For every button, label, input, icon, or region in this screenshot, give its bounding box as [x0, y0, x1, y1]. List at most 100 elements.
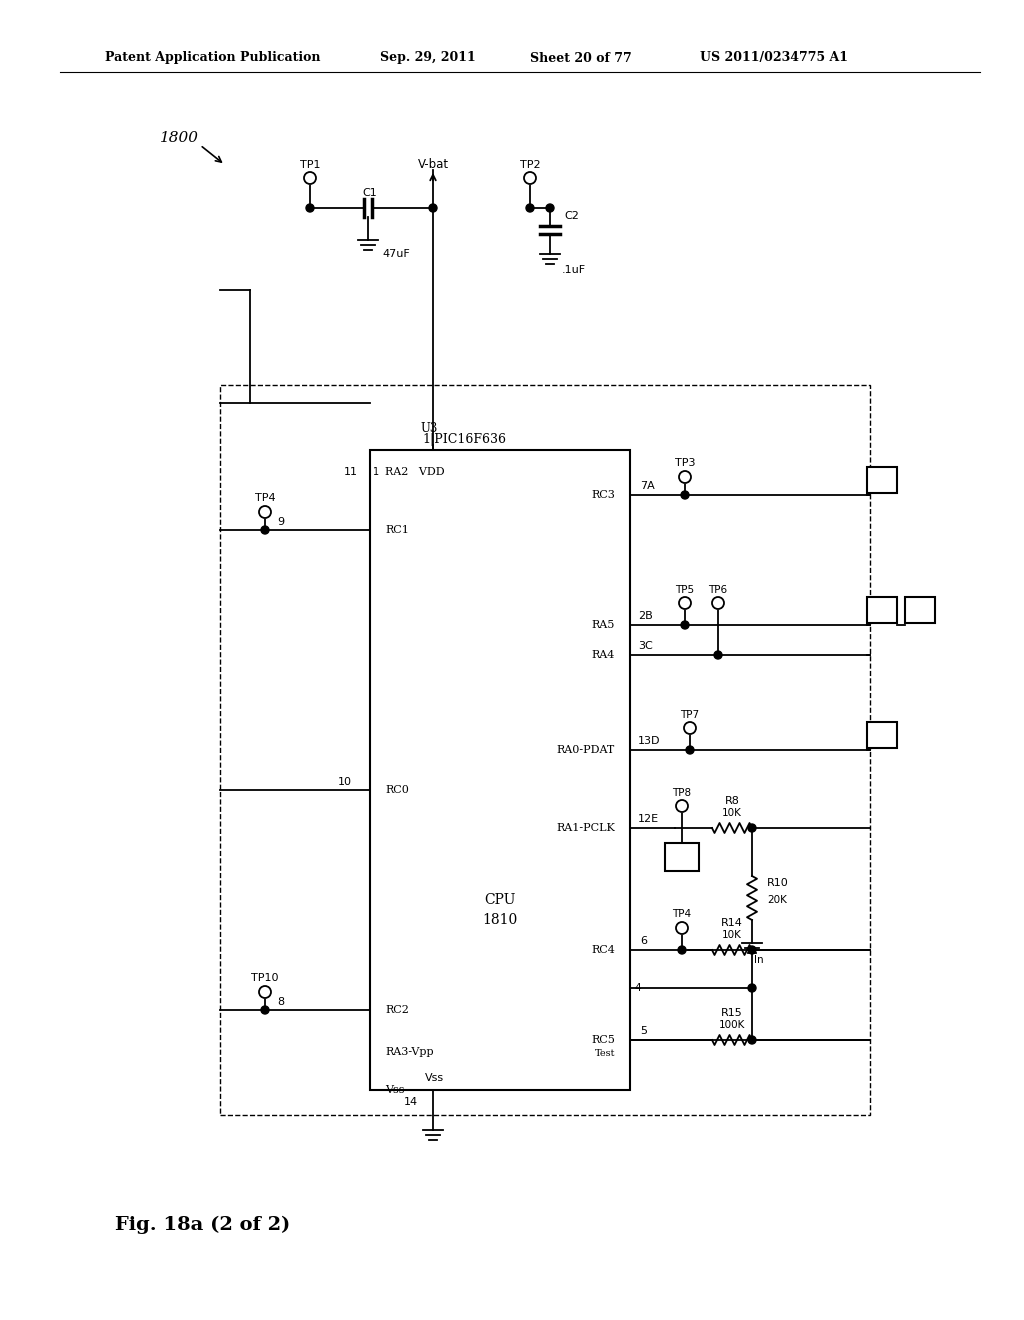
Bar [867, 722, 897, 748]
Text: TP10: TP10 [251, 973, 279, 983]
Text: V-bat: V-bat [418, 158, 449, 172]
Text: 7A: 7A [640, 480, 654, 491]
Text: TP8: TP8 [673, 788, 691, 799]
Text: R8: R8 [725, 796, 739, 807]
Text: RC1: RC1 [385, 525, 409, 535]
Bar [220, 385, 870, 1115]
Circle shape [259, 506, 271, 517]
Bar [867, 467, 897, 492]
Text: TP1: TP1 [300, 160, 321, 170]
Text: TP7: TP7 [680, 710, 699, 719]
Circle shape [681, 620, 689, 630]
Text: Sep. 29, 2011: Sep. 29, 2011 [380, 51, 476, 65]
Text: RA4: RA4 [592, 649, 615, 660]
Text: R10: R10 [767, 878, 788, 888]
Text: C2: C2 [564, 211, 579, 220]
Text: Fig. 18a (2 of 2): Fig. 18a (2 of 2) [115, 1216, 290, 1234]
Text: B: B [878, 603, 887, 616]
Circle shape [261, 525, 269, 535]
Text: Vss: Vss [425, 1073, 444, 1082]
Text: U3: U3 [420, 421, 437, 434]
Text: 1810: 1810 [482, 913, 517, 927]
Text: TP4: TP4 [255, 492, 275, 503]
Circle shape [676, 921, 688, 935]
Circle shape [748, 983, 756, 993]
Text: 4: 4 [634, 983, 641, 993]
Text: 14: 14 [403, 1097, 418, 1107]
Text: CPU: CPU [484, 894, 516, 907]
Text: RC0: RC0 [385, 785, 409, 795]
Text: 10: 10 [338, 777, 352, 787]
Text: US 2011/0234775 A1: US 2011/0234775 A1 [700, 51, 848, 65]
Circle shape [524, 172, 536, 183]
Text: TP4: TP4 [673, 909, 691, 919]
Text: C: C [915, 603, 925, 616]
Text: 1|PIC16F636: 1|PIC16F636 [422, 433, 506, 446]
Circle shape [306, 205, 314, 213]
Text: E: E [678, 850, 686, 863]
Text: TP5: TP5 [676, 585, 694, 595]
Text: 5: 5 [640, 1026, 647, 1036]
Text: 1800: 1800 [160, 131, 199, 145]
Text: 47uF: 47uF [382, 249, 410, 259]
Text: TP3: TP3 [675, 458, 695, 469]
Text: RC3: RC3 [591, 490, 615, 500]
Circle shape [261, 1006, 269, 1014]
Text: 100K: 100K [719, 1020, 745, 1030]
Circle shape [678, 946, 686, 954]
Bar [905, 597, 935, 623]
Text: Vss: Vss [385, 1085, 404, 1096]
Circle shape [304, 172, 316, 183]
Text: RA5: RA5 [592, 620, 615, 630]
Circle shape [676, 800, 688, 812]
Text: RA2   VDD: RA2 VDD [385, 467, 444, 477]
Circle shape [748, 1036, 756, 1044]
Circle shape [714, 651, 722, 659]
Circle shape [681, 491, 689, 499]
Text: Sheet 20 of 77: Sheet 20 of 77 [530, 51, 632, 65]
Text: D: D [877, 729, 887, 742]
Text: Patent Application Publication: Patent Application Publication [105, 51, 321, 65]
Text: TP6: TP6 [709, 585, 728, 595]
Text: RC2: RC2 [385, 1005, 409, 1015]
Text: 11: 11 [344, 467, 358, 477]
Text: R14: R14 [721, 917, 743, 928]
Text: 12E: 12E [638, 814, 659, 824]
Text: RA1-PCLK: RA1-PCLK [556, 822, 615, 833]
Circle shape [748, 824, 756, 832]
Text: RA3-Vpp: RA3-Vpp [385, 1047, 433, 1057]
Text: 8: 8 [278, 997, 284, 1007]
Text: R15: R15 [721, 1008, 742, 1018]
Circle shape [712, 597, 724, 609]
Circle shape [526, 205, 534, 213]
Text: 20K: 20K [767, 895, 786, 906]
Text: Test: Test [595, 1049, 615, 1059]
Text: RC5: RC5 [591, 1035, 615, 1045]
Circle shape [259, 986, 271, 998]
Circle shape [546, 205, 554, 213]
Text: C1: C1 [362, 187, 378, 198]
Text: 9: 9 [278, 517, 284, 527]
Text: TP2: TP2 [520, 160, 541, 170]
Text: 10K: 10K [722, 808, 742, 818]
Bar [665, 843, 699, 871]
Circle shape [679, 471, 691, 483]
Text: A: A [878, 474, 887, 487]
Text: 13D: 13D [638, 737, 660, 746]
Text: In: In [754, 954, 764, 965]
Text: .1uF: .1uF [562, 265, 586, 275]
Bar [867, 597, 897, 623]
Circle shape [429, 205, 437, 213]
Text: 3C: 3C [638, 642, 652, 651]
Text: 6: 6 [640, 936, 647, 946]
Text: RA0-PDAT: RA0-PDAT [557, 744, 615, 755]
Text: 1: 1 [373, 467, 379, 477]
Text: 10K: 10K [722, 931, 742, 940]
Bar [370, 450, 630, 1090]
Circle shape [684, 722, 696, 734]
Circle shape [679, 597, 691, 609]
Text: 2B: 2B [638, 611, 652, 620]
Circle shape [686, 746, 694, 754]
Text: RC4: RC4 [591, 945, 615, 954]
Circle shape [748, 946, 756, 954]
